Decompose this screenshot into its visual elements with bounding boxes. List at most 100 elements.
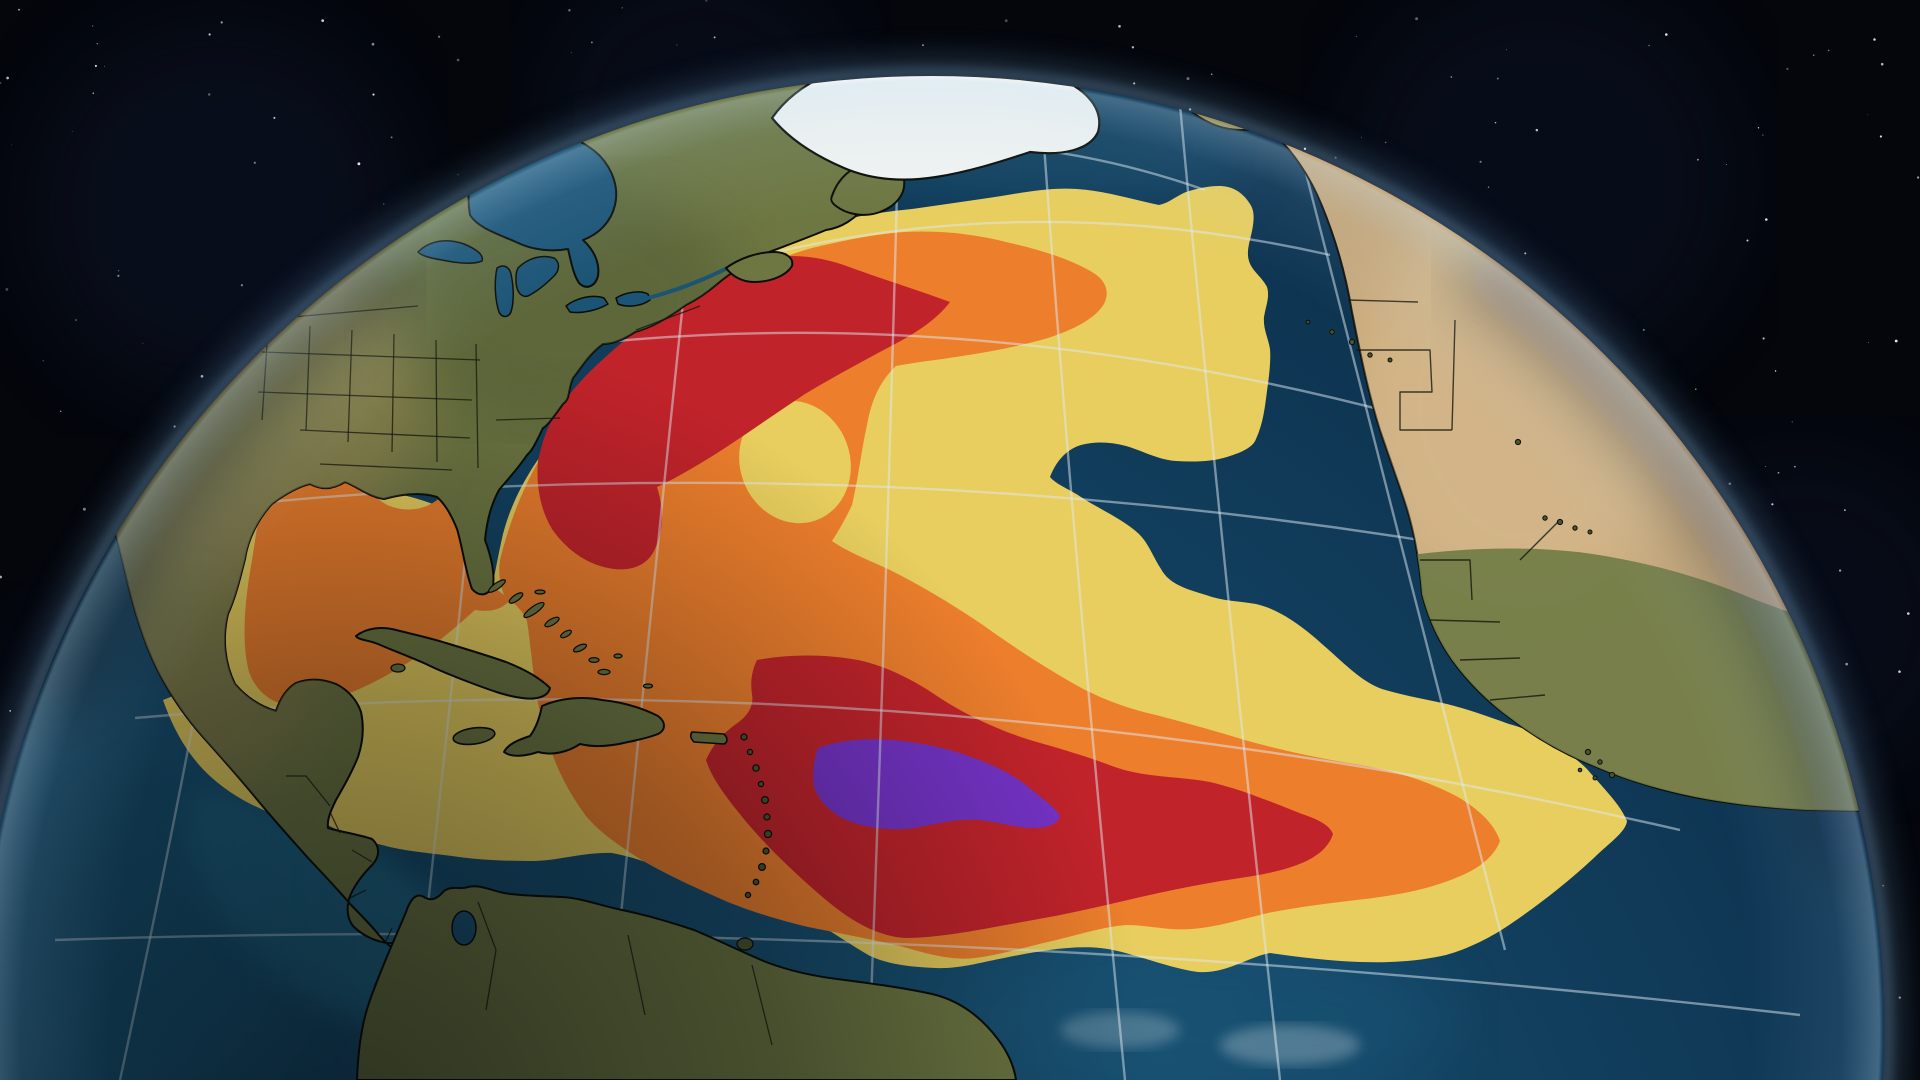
star <box>18 8 20 11</box>
star <box>1868 342 1870 344</box>
star <box>1765 218 1768 221</box>
star <box>1907 612 1910 615</box>
star <box>6 76 9 80</box>
star <box>1757 127 1760 129</box>
star <box>1210 73 1213 75</box>
star <box>74 319 77 321</box>
star <box>1838 569 1842 572</box>
star <box>11 144 12 146</box>
star <box>42 360 44 362</box>
star <box>1845 662 1849 666</box>
star <box>438 35 441 38</box>
star <box>1487 186 1490 188</box>
star <box>220 21 223 24</box>
star <box>705 0 708 2</box>
star <box>1384 141 1387 144</box>
star <box>240 284 243 287</box>
star <box>1726 164 1727 166</box>
star <box>1898 670 1901 673</box>
star <box>1505 49 1507 51</box>
star <box>713 36 716 39</box>
star <box>457 174 459 176</box>
star <box>1880 62 1884 66</box>
star <box>1695 388 1697 390</box>
star <box>1535 128 1539 132</box>
star <box>142 342 144 344</box>
star <box>1894 339 1898 343</box>
atmosphere-outer-glow <box>0 57 1903 1080</box>
star <box>273 116 276 119</box>
star <box>1664 33 1668 36</box>
star <box>590 41 593 44</box>
star <box>94 64 97 67</box>
star <box>1361 136 1363 138</box>
star <box>1762 134 1764 136</box>
star <box>390 136 393 139</box>
star <box>1786 67 1789 71</box>
star <box>1762 337 1765 340</box>
star <box>568 9 571 12</box>
star <box>207 93 211 96</box>
globe <box>0 76 1884 1080</box>
star <box>1844 509 1846 511</box>
star <box>9 710 12 712</box>
star <box>1765 466 1767 468</box>
star <box>1356 35 1358 38</box>
star <box>1494 121 1497 124</box>
star <box>1746 239 1749 242</box>
star <box>1415 17 1419 21</box>
star <box>1777 471 1780 474</box>
star <box>371 42 375 46</box>
star <box>200 375 204 378</box>
star <box>922 44 924 46</box>
star <box>676 44 678 46</box>
star <box>118 270 120 272</box>
star <box>372 93 375 96</box>
star <box>1642 328 1645 331</box>
star <box>1450 76 1452 78</box>
star <box>1496 77 1499 80</box>
star <box>1827 49 1830 52</box>
star <box>1794 465 1796 468</box>
star <box>1524 252 1527 255</box>
star <box>1648 44 1650 47</box>
star <box>1917 176 1920 179</box>
star <box>321 19 325 22</box>
star <box>383 203 385 205</box>
star <box>1867 114 1869 116</box>
star <box>96 43 99 45</box>
star <box>1873 38 1876 41</box>
star <box>1812 54 1815 57</box>
star <box>1791 421 1794 423</box>
star <box>72 131 74 133</box>
star <box>456 58 460 62</box>
star <box>621 7 624 9</box>
star <box>92 92 95 94</box>
star <box>60 410 62 412</box>
star <box>357 162 361 166</box>
star <box>1697 158 1699 161</box>
star <box>1118 24 1121 28</box>
star <box>104 65 106 67</box>
atmosphere-rim <box>0 70 1890 1080</box>
star <box>0 82 2 84</box>
star <box>1004 19 1008 23</box>
star <box>1879 135 1882 138</box>
globe-shading <box>0 76 1884 1080</box>
limb-atmosphere-inner <box>0 76 1884 1080</box>
star <box>1774 370 1777 372</box>
star <box>1186 77 1190 81</box>
star <box>1479 160 1482 163</box>
star <box>83 507 86 511</box>
star <box>208 33 211 36</box>
star <box>570 52 572 54</box>
star <box>253 161 256 164</box>
star <box>1131 46 1135 49</box>
star <box>0 575 2 579</box>
star <box>1771 503 1774 506</box>
star <box>92 25 94 27</box>
star <box>117 274 120 277</box>
star <box>5 287 9 291</box>
